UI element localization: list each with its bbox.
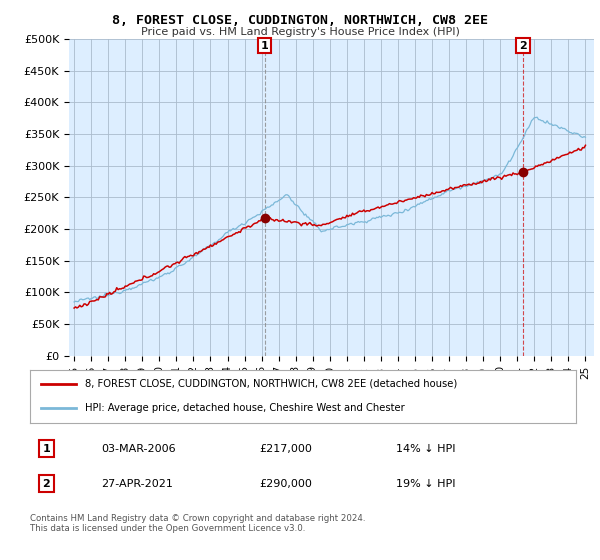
Text: 2: 2	[43, 479, 50, 488]
Text: 2: 2	[519, 40, 527, 50]
Text: £217,000: £217,000	[259, 444, 312, 454]
Text: 8, FOREST CLOSE, CUDDINGTON, NORTHWICH, CW8 2EE: 8, FOREST CLOSE, CUDDINGTON, NORTHWICH, …	[112, 14, 488, 27]
Text: 27-APR-2021: 27-APR-2021	[101, 479, 173, 488]
Text: £290,000: £290,000	[259, 479, 312, 488]
Text: HPI: Average price, detached house, Cheshire West and Chester: HPI: Average price, detached house, Ches…	[85, 403, 404, 413]
Text: Contains HM Land Registry data © Crown copyright and database right 2024.
This d: Contains HM Land Registry data © Crown c…	[30, 514, 365, 534]
Text: 1: 1	[43, 444, 50, 454]
Text: 19% ↓ HPI: 19% ↓ HPI	[396, 479, 455, 488]
Text: 8, FOREST CLOSE, CUDDINGTON, NORTHWICH, CW8 2EE (detached house): 8, FOREST CLOSE, CUDDINGTON, NORTHWICH, …	[85, 379, 457, 389]
Text: 03-MAR-2006: 03-MAR-2006	[101, 444, 176, 454]
Text: 1: 1	[260, 40, 268, 50]
Text: 14% ↓ HPI: 14% ↓ HPI	[396, 444, 455, 454]
Text: Price paid vs. HM Land Registry's House Price Index (HPI): Price paid vs. HM Land Registry's House …	[140, 27, 460, 37]
